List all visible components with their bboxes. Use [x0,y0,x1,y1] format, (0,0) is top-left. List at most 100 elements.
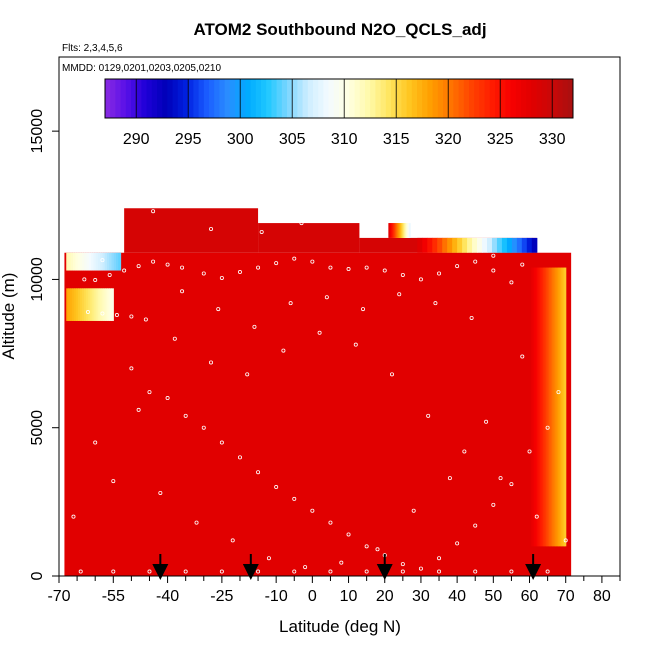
colorbar-label-325: 325 [487,131,514,148]
field-gradient-north-edge-19 [558,267,561,547]
colorbar: 290 295 300 305 310 315 320 325 330 [104,78,574,148]
obs-point-7 [201,271,206,276]
colorbar-swatch-42 [323,79,330,118]
obs-point-29 [143,317,148,322]
obs-point-75 [339,560,344,565]
field-gradient-south-column-upper-23 [118,252,122,271]
colorbar-swatch-64 [437,79,444,118]
obs-point-36 [237,455,242,460]
colorbar-swatch-0 [105,79,111,118]
field-gradient-north-edge-2 [532,267,535,547]
obs-point-24 [509,280,514,285]
colorbar-label-315: 315 [383,131,410,148]
obs-point-76 [375,547,380,552]
field-gradient-north-edge-3 [534,267,537,547]
field-gradient-strat-wedge-lower-17 [501,237,508,253]
colorbar-swatch-80 [521,79,527,118]
field-gradient-strat-wedge-upper-14 [401,223,403,238]
obs-point-4 [151,259,156,264]
field-gradient-strat-wedge-upper-10 [397,223,399,238]
colorbar-swatch-35 [287,79,293,118]
obs-point-70 [158,490,163,495]
field-gradient-north-edge-17 [555,267,558,547]
field-gradient-south-column-mid-9 [83,288,87,321]
field-gradient-strat-wedge-upper-6 [393,223,396,238]
x-tick-label--10: -10 [265,588,288,605]
field-gradient-south-column-upper-10 [88,252,92,271]
colorbar-swatch-43 [328,79,335,118]
field-gradient-south-column-mid-10 [85,288,89,321]
field-gradient-north-edge-21 [561,267,564,547]
colorbar-swatch-5 [131,79,137,118]
field-gradient-north-edge-8 [541,267,544,547]
obs-point-46 [418,566,423,571]
obs-point-28 [129,314,134,319]
colorbar-swatch-50 [365,79,371,118]
colorbar-label-330: 330 [539,131,566,148]
obs-point-88 [216,307,221,312]
obs-point-55 [71,514,76,519]
obs-point-48 [455,541,460,546]
field-gradient-south-column-upper-17 [104,252,108,271]
colorbar-swatch-29 [255,79,262,118]
colorbar-label-295: 295 [175,131,202,148]
colorbar-border [104,78,574,119]
field-gradient-south-column-upper-20 [111,252,115,271]
colorbar-swatch-45 [339,79,345,118]
colorbar-swatch-76 [500,79,506,118]
field-gradient-south-column-mid-1 [68,288,71,321]
colorbar-swatch-81 [526,79,532,118]
field-gradient-strat-wedge-upper-9 [396,223,399,238]
field-gradient-north-edge-1 [531,267,534,547]
colorbar-swatch-51 [370,79,376,118]
obs-point-68 [498,476,503,481]
field-gradient-south-column-upper-16 [102,252,106,271]
obs-point-23 [491,268,496,273]
obs-point-58 [136,407,141,412]
y-tick-label-15000: 15000 [29,109,46,154]
field-gradient-strat-wedge-upper-2 [390,223,392,238]
obs-point-38 [274,485,279,490]
chart-title: ATOM2 Southbound N2O_QCLS_adj [193,20,486,39]
colorbar-swatch-34 [281,79,288,118]
obs-point-72 [230,538,235,543]
colorbar-swatch-25 [235,79,241,118]
field-gradient-strat-wedge-lower-18 [506,237,513,253]
colorbar-swatch-33 [276,79,283,118]
field-gradient-north-edge-5 [537,267,540,547]
obs-point-107 [209,227,214,232]
x-axis-label: Latitude (deg N) [279,617,401,636]
colorbar-swatch-7 [141,79,148,118]
obs-point-101 [473,569,478,574]
colorbar-swatch-10 [157,79,163,118]
obs-point-84 [361,307,366,312]
field-gradient-south-column-mid-19 [103,288,107,321]
field-gradient-strat-wedge-upper-4 [391,223,394,238]
obs-point-98 [364,569,369,574]
colorbar-swatch-19 [203,79,210,118]
colorbar-swatch-12 [167,79,174,118]
colorbar-swatch-63 [432,79,439,118]
field-gradient-north-edge-22 [562,267,565,547]
field-gradient-north-edge-9 [543,267,546,547]
obs-point-10 [256,265,261,270]
colorbar-swatch-58 [406,79,413,118]
field-region-main-curtain [64,252,572,577]
field-gradient-north-edge-20 [559,267,562,547]
colorbar-swatch-11 [162,79,168,118]
field-gradient-south-column-mid-7 [79,288,83,321]
colorbar-swatch-77 [505,79,512,118]
obs-point-85 [324,295,329,300]
field-gradient-south-column-mid-0 [66,288,69,321]
plot-frame [58,56,621,577]
colorbar-swatch-67 [453,79,460,118]
field-gradient-south-column-mid-20 [105,288,109,321]
obs-point-14 [328,265,333,270]
field-gradient-strat-wedge-lower-6 [447,237,453,253]
obs-point-26 [100,311,105,316]
obs-point-17 [382,268,387,273]
colorbar-swatch-38 [302,79,309,118]
field-gradient-strat-wedge-lower-3 [432,237,438,253]
field-gradient-strat-wedge-lower-9 [462,237,468,253]
